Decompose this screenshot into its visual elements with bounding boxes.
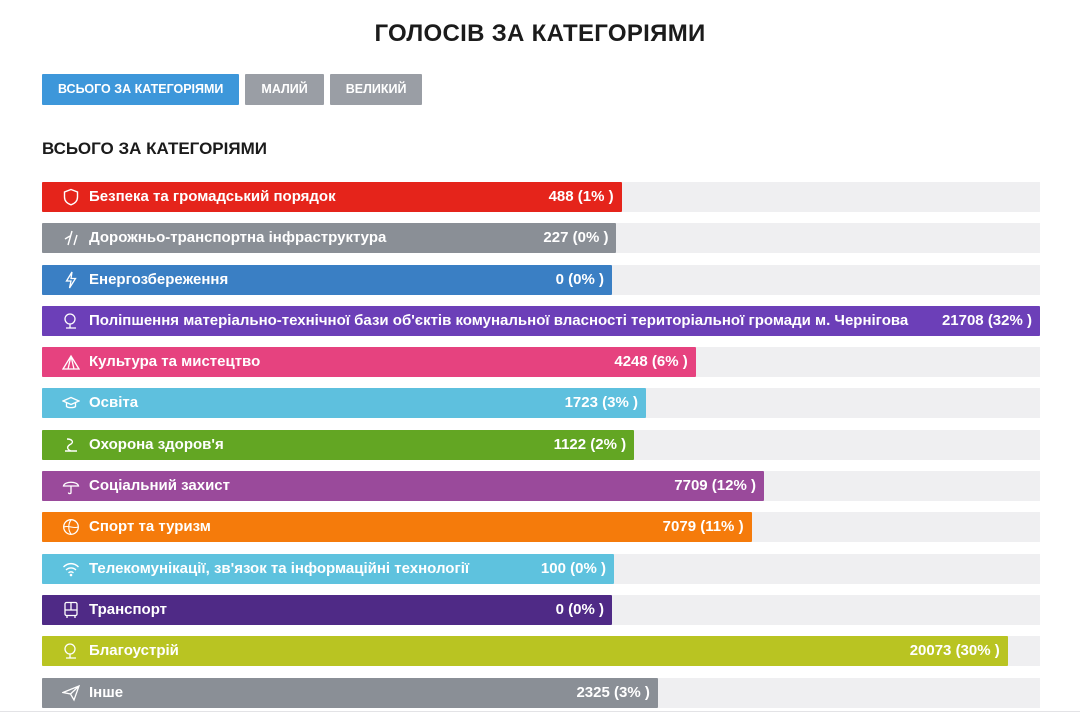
bar — [42, 512, 752, 543]
road-icon — [64, 231, 78, 246]
bar-value: 0 (0% ) — [555, 600, 604, 618]
lightning-icon — [65, 271, 77, 288]
bar — [42, 677, 658, 708]
bar-value: 0 (0% ) — [555, 270, 604, 288]
section-title: ВСЬОГО ЗА КАТЕГОРІЯМИ — [42, 139, 267, 158]
bar-row: Транспорт 0 (0% ) — [42, 594, 1040, 625]
bar-row: Енергозбереження 0 (0% ) — [42, 264, 1040, 295]
divider — [0, 711, 1080, 712]
category-bar-chart: Безпека та громадський порядок 488 (1% ) Д… — [42, 182, 1040, 719]
health-icon — [65, 438, 77, 452]
bar-label: Освіта — [89, 394, 139, 412]
bar-value: 20073 (30% ) — [909, 642, 1000, 660]
bar — [42, 305, 1040, 336]
bar-value: 1723 (3% ) — [564, 394, 638, 412]
bar-label: Інше — [89, 683, 124, 701]
bar-label: Енергозбереження — [89, 270, 229, 288]
bar-row: Освіта 1723 (3% ) — [42, 388, 1040, 419]
bar-label: Благоустрій — [89, 642, 179, 660]
bar-value: 21708 (32% ) — [941, 311, 1032, 329]
bar-label: Поліпшення матеріально-технічної бази об… — [89, 311, 909, 329]
bus-icon — [64, 601, 78, 618]
bar-label: Соціальний захист — [89, 477, 230, 495]
paper-plane-icon — [62, 684, 80, 702]
bar-row: Дорожньо-транспортна інфраструктура 227 (… — [42, 223, 1040, 254]
bar-label: Дорожньо-транспортна інфраструктура — [89, 229, 387, 247]
bar — [42, 636, 1008, 667]
bar-value: 488 (1% ) — [548, 188, 614, 205]
tree-icon — [64, 643, 76, 659]
wifi-icon — [63, 562, 79, 576]
tab-small[interactable]: МАЛИЙ — [245, 74, 324, 105]
bar-label: Безпека та громадський порядок — [89, 188, 336, 205]
bar-row: Телекомунікації, зв'язок та інформаційні… — [42, 553, 1040, 584]
bar-value: 7709 (12% ) — [674, 477, 756, 495]
bar — [42, 264, 612, 295]
tree-icon — [64, 313, 76, 329]
bar-label: Охорона здоров'я — [89, 435, 224, 453]
tent-icon — [62, 354, 80, 370]
bar — [42, 429, 635, 460]
bar-label: Спорт та туризм — [89, 518, 211, 536]
bar-row: Інше 2325 (3% ) — [42, 677, 1040, 708]
graduation-cap-icon — [62, 397, 80, 409]
tab-bar: ВСЬОГО ЗА КАТЕГОРІЯМИ МАЛИЙ ВЕЛИКИЙ — [42, 74, 423, 105]
bar-row: Спорт та туризм 7079 (11% ) — [42, 512, 1040, 543]
bar-label: Транспорт — [89, 600, 168, 618]
tab-large[interactable]: ВЕЛИКИЙ — [329, 74, 423, 105]
bar-value: 227 (0% ) — [543, 229, 609, 247]
bar-value: 100 (0% ) — [540, 559, 606, 577]
bar-label: Культура та мистецтво — [89, 353, 261, 371]
bar — [42, 594, 612, 625]
bar — [42, 347, 696, 378]
bar — [42, 182, 622, 212]
bar-row: Безпека та громадський порядок 488 (1% ) — [42, 182, 1040, 212]
bar-row: Соціальний захист 7709 (12% ) — [42, 471, 1040, 502]
bar — [42, 223, 617, 254]
bar — [42, 553, 614, 584]
bar — [42, 471, 764, 502]
page-title: ГОЛОСІВ ЗА КАТЕГОРІЯМИ — [374, 20, 706, 47]
bar-value: 1122 (2% ) — [553, 435, 627, 453]
bar-label: Телекомунікації, зв'язок та інформаційні… — [89, 559, 470, 577]
bar — [42, 388, 646, 419]
bar-row: Охорона здоров'я 1122 (2% ) — [42, 429, 1040, 460]
tab-all-categories[interactable]: ВСЬОГО ЗА КАТЕГОРІЯМИ — [42, 74, 240, 105]
bar-value: 2325 (3% ) — [576, 683, 650, 701]
umbrella-icon — [62, 481, 80, 495]
bar-value: 7079 (11% ) — [662, 518, 744, 536]
bar-row: Поліпшення матеріально-технічної бази об… — [42, 305, 1040, 336]
ball-icon — [63, 519, 79, 536]
bar-row: Благоустрій 20073 (30% ) — [42, 636, 1040, 667]
shield-icon — [63, 188, 79, 206]
bar-value: 4248 (6% ) — [614, 353, 688, 371]
bar-row: Культура та мистецтво 4248 (6% ) — [42, 347, 1040, 378]
